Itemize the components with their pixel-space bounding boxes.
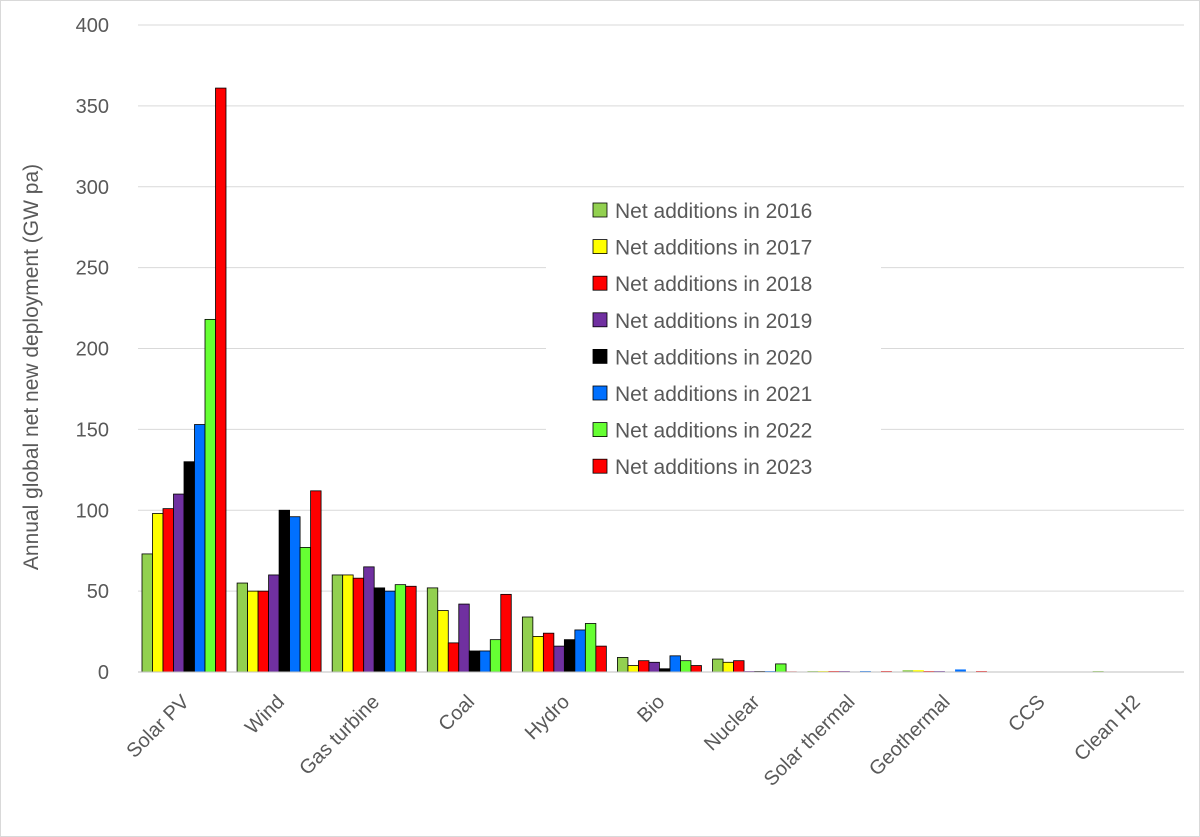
bar-hydro-5 <box>563 639 576 673</box>
bar-coal-3 <box>447 642 460 673</box>
y-tick-label: 50 <box>87 581 109 603</box>
bar-hydro-7 <box>584 623 597 673</box>
bar-nuclear-2 <box>722 661 734 673</box>
bar-wind-5 <box>278 509 290 673</box>
legend-swatch <box>592 348 608 364</box>
y-axis-title: Annual global net new deployment (GW pa) <box>20 164 43 570</box>
bar-coal-6 <box>479 650 491 673</box>
bar-bio-8 <box>690 665 702 673</box>
bar-hydro-8 <box>595 645 607 673</box>
bar-wind-7 <box>299 547 311 673</box>
bar-bio-4 <box>648 661 660 673</box>
bar-hydro-3 <box>542 632 555 673</box>
bar-gas-turbine-4 <box>363 566 375 673</box>
bar-hydro-6 <box>574 629 586 673</box>
x-tick-label: Hydro <box>521 691 574 744</box>
x-axis-category-labels: Solar PV Wind Gas turbine Coal Hydro Bio Nucle… <box>122 691 1144 791</box>
bar-hydro-2 <box>532 636 544 673</box>
legend-swatch <box>592 422 608 438</box>
y-tick-label: 150 <box>76 419 109 441</box>
x-tick-label: Nuclear <box>700 691 765 756</box>
bar-bio-2 <box>627 665 639 673</box>
bar-solar-pv-1 <box>141 553 153 673</box>
bar-solar-pv-6 <box>194 424 206 673</box>
x-tick-label: Geothermal <box>865 691 954 780</box>
bar-hydro-1 <box>521 616 534 673</box>
x-tick-label: Clean H2 <box>1070 691 1145 766</box>
x-tick-label: CCS <box>1004 691 1049 736</box>
bar-nuclear-7 <box>775 663 787 673</box>
bar-nuclear-3 <box>733 660 745 673</box>
x-tick-label: Gas turbine <box>295 691 384 780</box>
bar-coal-2 <box>437 610 449 673</box>
legend-swatch <box>592 202 608 218</box>
bar-gas-turbine-3 <box>352 577 365 673</box>
bar-gas-turbine-5 <box>373 587 386 673</box>
bar-bio-1 <box>617 657 629 673</box>
bar-bio-6 <box>669 655 681 673</box>
legend-swatch <box>592 239 608 255</box>
legend-label: Net additions in 2018 <box>615 273 812 296</box>
x-tick-label: Bio <box>633 691 669 727</box>
bar-gas-turbine-6 <box>384 590 396 673</box>
bar-gas-turbine-2 <box>342 574 354 673</box>
bar-wind-6 <box>289 516 301 673</box>
bar-hydro-4 <box>553 645 565 673</box>
y-tick-label: 200 <box>76 339 109 361</box>
bar-gas-turbine-1 <box>331 574 344 673</box>
bar-coal-7 <box>489 639 502 673</box>
bar-coal-1 <box>426 587 439 673</box>
bar-solar-pv-8 <box>215 87 227 673</box>
bar-coal-4 <box>458 603 470 673</box>
x-tick-label: Solar thermal <box>760 691 860 791</box>
bar-bio-3 <box>638 660 650 673</box>
x-tick-label: Coal <box>434 691 479 736</box>
bar-solar-pv-5 <box>183 461 195 673</box>
bar-bio-7 <box>680 660 692 673</box>
legend-label: Net additions in 2016 <box>615 200 812 223</box>
bar-solar-pv-3 <box>162 508 174 673</box>
legend-label: Net additions in 2021 <box>615 383 812 406</box>
legend-swatch <box>592 312 608 328</box>
legend-label: Net additions in 2020 <box>615 346 812 369</box>
legend-background <box>546 189 881 489</box>
y-tick-label: 400 <box>76 15 109 37</box>
bar-nuclear-1 <box>712 658 724 673</box>
bar-coal-5 <box>468 650 481 673</box>
bar-solar-pv-2 <box>152 513 164 673</box>
legend-label: Net additions in 2017 <box>615 237 812 260</box>
bar-wind-8 <box>310 490 322 673</box>
legend-swatch <box>592 275 608 291</box>
bar-gas-turbine-8 <box>405 585 417 673</box>
bar-wind-2 <box>247 590 259 673</box>
legend: Net additions in 2016 Net additions in 20… <box>546 189 881 489</box>
y-tick-label: 100 <box>76 500 109 522</box>
y-tick-label: 300 <box>76 177 109 199</box>
x-tick-label: Solar PV <box>122 691 194 763</box>
bar-wind-1 <box>236 582 248 673</box>
bar-gas-turbine-7 <box>394 584 407 673</box>
y-tick-label: 0 <box>98 662 109 684</box>
legend-label: Net additions in 2019 <box>615 310 812 333</box>
legend-label: Net additions in 2023 <box>615 456 812 479</box>
y-axis-ticks: 0 50 100 150 200 250 300 350 400 <box>76 15 109 684</box>
bar-solar-pv-4 <box>173 493 185 673</box>
y-tick-label: 250 <box>76 258 109 280</box>
legend-label: Net additions in 2022 <box>615 420 812 443</box>
legend-swatch <box>592 458 608 474</box>
bar-coal-8 <box>500 593 512 673</box>
x-tick-label: Wind <box>241 691 289 739</box>
y-tick-label: 350 <box>76 96 109 118</box>
bar-wind-4 <box>268 574 280 673</box>
bar-wind-3 <box>257 590 269 673</box>
bar-solar-pv-7 <box>204 318 216 673</box>
legend-swatch <box>592 385 608 401</box>
